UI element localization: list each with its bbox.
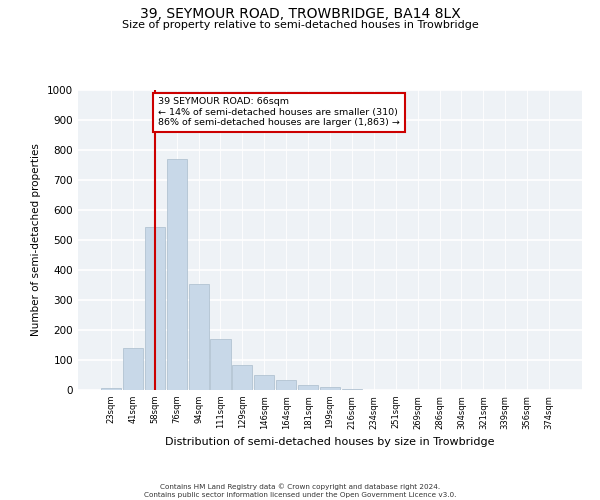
Bar [145,226,165,390]
Bar [320,387,340,390]
Bar [123,348,143,390]
Y-axis label: Number of semi-detached properties: Number of semi-detached properties [31,144,41,336]
Text: Size of property relative to semi-detached houses in Trowbridge: Size of property relative to semi-detach… [122,20,478,30]
Bar [342,389,362,390]
Bar [188,284,209,390]
Bar [276,380,296,390]
Bar [167,159,187,390]
Text: 39 SEYMOUR ROAD: 66sqm
← 14% of semi-detached houses are smaller (310)
86% of se: 39 SEYMOUR ROAD: 66sqm ← 14% of semi-det… [158,98,400,128]
Text: Contains HM Land Registry data © Crown copyright and database right 2024.
Contai: Contains HM Land Registry data © Crown c… [144,484,456,498]
Bar [254,375,274,390]
X-axis label: Distribution of semi-detached houses by size in Trowbridge: Distribution of semi-detached houses by … [165,437,495,447]
Text: 39, SEYMOUR ROAD, TROWBRIDGE, BA14 8LX: 39, SEYMOUR ROAD, TROWBRIDGE, BA14 8LX [140,8,460,22]
Bar [211,339,230,390]
Bar [298,384,318,390]
Bar [101,388,121,390]
Bar [232,366,253,390]
